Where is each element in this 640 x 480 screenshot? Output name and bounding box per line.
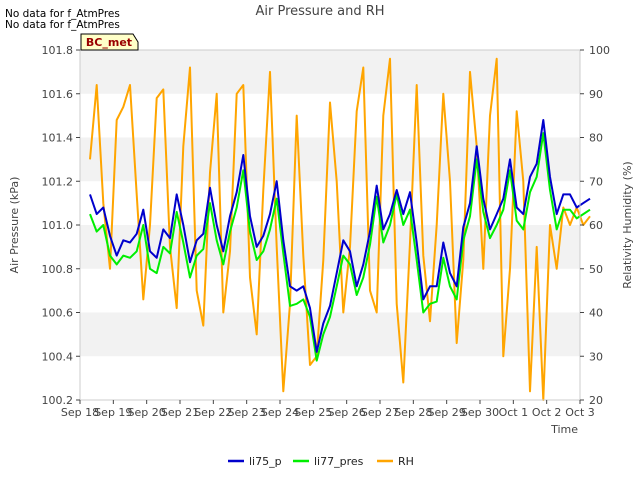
x-tick-label: Sep 19 [94, 406, 132, 419]
x-tick-label: Sep 30 [461, 406, 499, 419]
y2-tick-label: 30 [589, 350, 603, 363]
y2-tick-label: 20 [589, 394, 603, 407]
legend-label-RH: RH [398, 455, 414, 468]
no-data-note-1: No data for f_AtmPres [5, 8, 120, 20]
x-tick-label: Sep 20 [128, 406, 166, 419]
y-axis-label: Air Pressure (kPa) [8, 177, 21, 274]
y-tick-label: 100.8 [42, 263, 74, 276]
x-tick-label: Oct 1 [499, 406, 529, 419]
badge: BC_met [80, 33, 139, 51]
y-tick-label: 100.6 [42, 307, 74, 320]
y2-tick-label: 40 [589, 307, 603, 320]
x-tick-label: Sep 25 [294, 406, 332, 419]
chart-title: Air Pressure and RH [255, 4, 384, 19]
y2-tick-label: 50 [589, 263, 603, 276]
x-tick-label: Sep 23 [228, 406, 266, 419]
y-tick-label: 101.6 [42, 88, 74, 101]
series-line-RH [89, 57, 591, 401]
grid-band [80, 225, 580, 269]
y2-tick-label: 90 [589, 88, 603, 101]
series-line-li77_pres [89, 132, 591, 362]
y-axis: 100.2 100.4 100.6 100.8 101.0 101.2 101.4 101.6… [42, 44, 80, 407]
series-line-li75_p [89, 119, 591, 353]
y-tick-label: 101.0 [42, 219, 74, 232]
y-tick-label: 101.8 [42, 44, 74, 57]
x-tick-label: Sep 21 [161, 406, 199, 419]
x-tick-label: Sep 18 [61, 406, 99, 419]
x-tick-label: Oct 2 [532, 406, 562, 419]
grid-bands [80, 50, 580, 357]
grid-band [80, 137, 580, 182]
x-tick-label: Sep 27 [361, 406, 399, 419]
badge-label: BC_met [86, 36, 132, 49]
x-tick-label: Sep 28 [394, 406, 432, 419]
y2-tick-label: 60 [589, 219, 603, 232]
x-tick-label: Sep 29 [428, 406, 466, 419]
legend: li75_p li77_pres RH [228, 455, 414, 468]
y2-tick-label: 80 [589, 132, 603, 145]
y2-tick-label: 100 [589, 44, 610, 57]
y2-axis-label: Relativity Humidity (%) [621, 161, 634, 288]
legend-label-li77_pres: li77_pres [314, 455, 364, 468]
grid-band [80, 50, 580, 94]
x-tick-label: Sep 24 [261, 406, 299, 419]
no-data-note-2: No data for f_AtmPres [5, 19, 120, 31]
x-tick-label: Oct 3 [565, 406, 595, 419]
x-axis-label: Time [550, 423, 578, 436]
y2-axis: 20 30 40 50 60 70 80 90 100 [580, 44, 610, 407]
x-tick-label: Sep 26 [328, 406, 366, 419]
series-lines [89, 57, 591, 401]
x-tick-label: Sep 22 [194, 406, 232, 419]
y2-tick-label: 70 [589, 175, 603, 188]
y-tick-label: 101.2 [42, 175, 74, 188]
y-tick-label: 100.4 [42, 350, 74, 363]
legend-label-li75_p: li75_p [249, 455, 282, 468]
grid-band [80, 312, 580, 357]
y-tick-label: 100.2 [42, 394, 74, 407]
y-tick-label: 101.4 [42, 132, 74, 145]
badge-shape [80, 33, 139, 51]
